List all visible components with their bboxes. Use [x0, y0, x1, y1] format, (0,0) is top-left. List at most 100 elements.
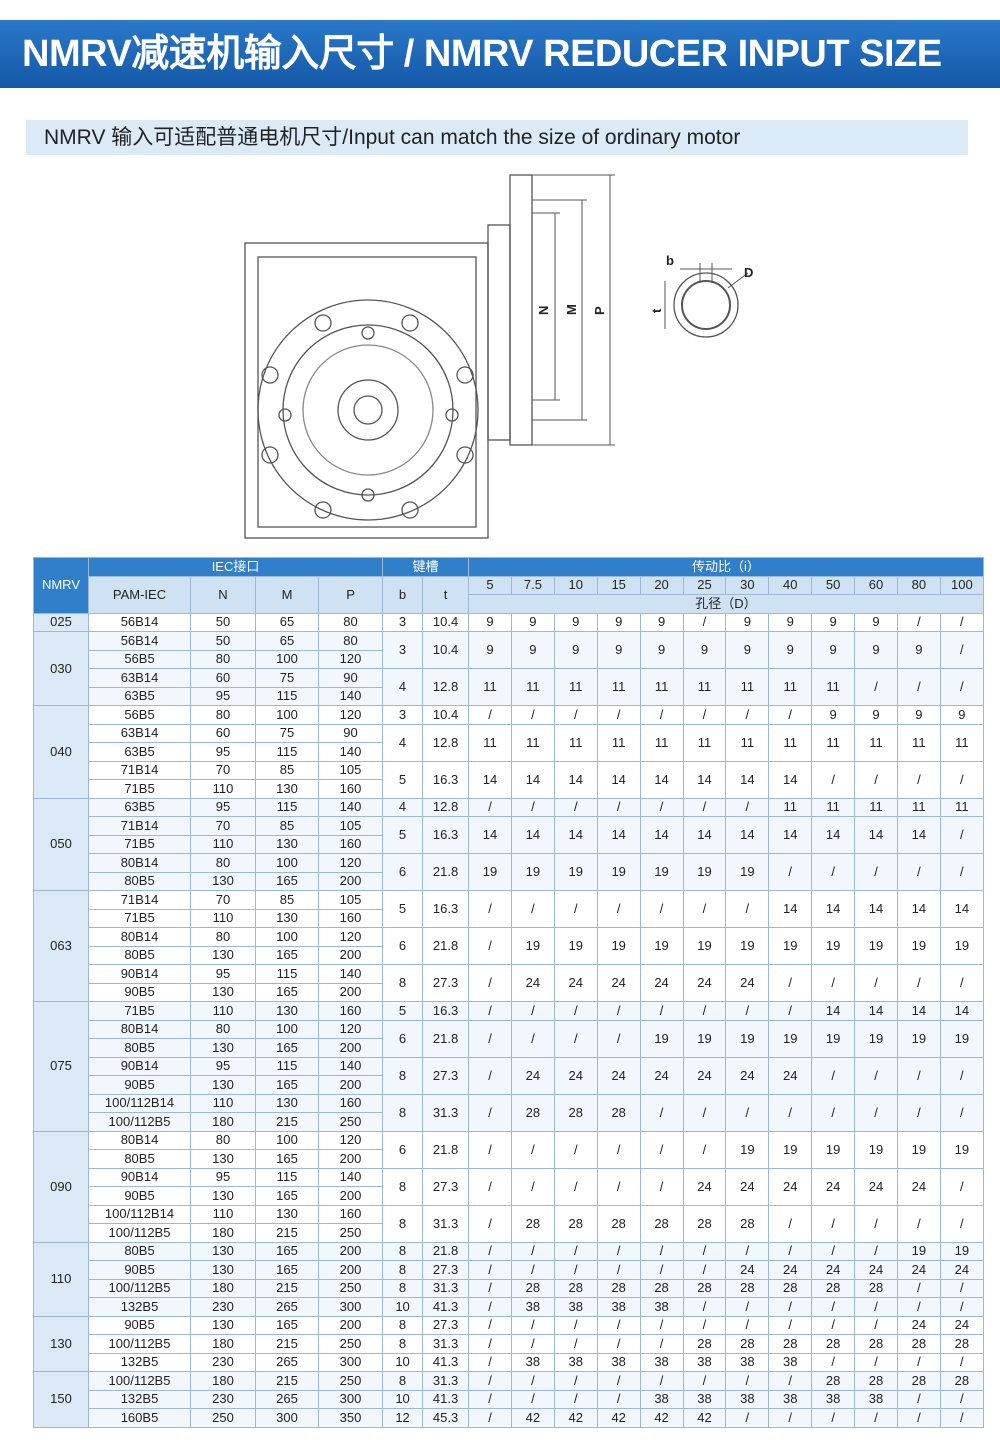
cell: 14	[939, 1001, 984, 1021]
cell: 9	[725, 612, 770, 632]
table-row: 100/112B14 110 130 160 8 31.3/28 28 28 28 28 28// /…	[34, 1204, 984, 1243]
cell: 28	[725, 1204, 770, 1243]
cell: 6	[382, 1130, 424, 1169]
cell: 38	[725, 1389, 770, 1409]
cell: /	[854, 1297, 898, 1317]
cell: 11	[854, 797, 898, 817]
cell: /	[682, 1241, 727, 1261]
cell: 19	[811, 1019, 856, 1058]
cell: /	[939, 964, 984, 1002]
cell: 24	[725, 964, 770, 1002]
cell: 3	[382, 612, 424, 632]
cell: /	[811, 964, 856, 1002]
cell: /	[510, 1167, 555, 1206]
cell: /	[768, 964, 813, 1002]
table-row: 025 56B14 50 65 80 3 10.4 9 9 9 9 9/9 9 9 9//	[33, 612, 984, 632]
cell: 38	[639, 1389, 684, 1409]
cell: /	[468, 1019, 512, 1058]
cell: 80B14	[88, 927, 191, 947]
cell: 132B5	[88, 1352, 191, 1372]
cell: 180	[190, 1278, 256, 1298]
cell: 9	[725, 631, 770, 669]
cell: 28	[896, 1334, 941, 1354]
cell: /	[768, 705, 813, 725]
key-shaft	[673, 272, 739, 338]
cell: 165	[255, 871, 319, 891]
cell: 200	[317, 1038, 384, 1058]
cell: /	[768, 1297, 813, 1317]
cell: /	[553, 1334, 598, 1354]
cell: 56B5	[88, 705, 191, 725]
cell: 5	[382, 760, 424, 799]
cell: 70	[190, 890, 256, 910]
cell: /	[725, 1241, 770, 1261]
cell: /	[639, 1167, 684, 1206]
cell: 9	[768, 612, 813, 632]
cell: /	[468, 964, 512, 1002]
cell: 3	[382, 631, 424, 669]
cell: 100	[255, 1019, 319, 1039]
cell: 24	[725, 1260, 770, 1280]
cell: 14	[596, 760, 641, 799]
cell: 10.4	[422, 631, 470, 669]
cell: 5	[382, 816, 424, 854]
cell: 27.3	[422, 1056, 470, 1095]
cell: 100/112B5	[88, 1112, 191, 1132]
dim-label: P	[592, 306, 607, 315]
cell: /	[682, 612, 727, 632]
cell: 71B5	[88, 908, 191, 928]
table-row: 90B5 130 165 200	[34, 1186, 984, 1206]
cell: /	[725, 1371, 770, 1391]
cell: 85	[255, 890, 319, 910]
group-cell: 110	[33, 1241, 89, 1317]
cell: 200	[317, 1260, 384, 1280]
cell: 10	[382, 1297, 424, 1317]
cell: /	[896, 1408, 941, 1428]
cell: 14	[811, 1001, 856, 1021]
cell: 38	[510, 1297, 555, 1317]
cell: 160	[317, 1093, 384, 1113]
cell: 10.4	[422, 705, 470, 725]
cell: 140	[317, 686, 384, 706]
cell: 28	[596, 1278, 641, 1298]
cell: 28	[553, 1204, 598, 1243]
cell: /	[896, 1204, 941, 1243]
cell: 10	[382, 1389, 424, 1409]
cell: /	[811, 1408, 856, 1428]
cell: /	[725, 1297, 770, 1317]
cell: 11	[811, 797, 856, 817]
cell: 110	[190, 1001, 256, 1021]
table-row: 71B5 110 130 160	[34, 834, 984, 854]
cell: 9	[596, 631, 641, 669]
cell: /	[553, 1315, 598, 1335]
cell: 215	[255, 1334, 319, 1354]
cell: 200	[317, 982, 384, 1002]
table-row: 050 63B5 95 115 140 4 12.8// / / / //11 11 11 11 11	[33, 797, 984, 891]
cell: 80B14	[88, 1130, 191, 1150]
cell: /	[896, 760, 941, 799]
cell: 9	[596, 612, 641, 632]
cell: 24	[682, 1167, 727, 1206]
cell: /	[553, 797, 598, 817]
cell: /	[725, 797, 770, 817]
cell: /	[854, 1241, 898, 1261]
cell: 11	[682, 668, 727, 706]
cell: /	[725, 705, 770, 725]
cell: 80B5	[88, 945, 191, 965]
cell: 110	[190, 1093, 256, 1113]
cell: 19	[811, 927, 856, 965]
cell: 8	[382, 1204, 424, 1243]
cell: 31.3	[422, 1278, 470, 1298]
cell: /	[468, 1297, 512, 1317]
cell: /	[854, 668, 898, 706]
cell: 16.3	[422, 1001, 470, 1021]
header-cell: 10	[553, 575, 598, 595]
cell: 14	[854, 1001, 898, 1021]
cell: 100	[255, 927, 319, 947]
table-row: 71B14 70 85 105 5 16.3 14 14 14 14 14 14 14 14// / /	[34, 760, 984, 799]
cell: 31.3	[422, 1371, 470, 1391]
table-row: 80B5 130 165 200	[34, 1149, 984, 1169]
cell: 28	[811, 1278, 856, 1298]
cell: 11	[939, 797, 984, 817]
cell: 80	[190, 1019, 256, 1039]
